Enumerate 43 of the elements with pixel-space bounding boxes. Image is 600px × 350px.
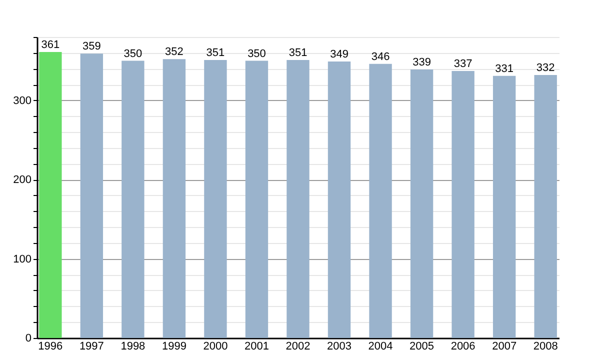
x-tick-label: 2007 <box>492 340 517 350</box>
y-tick-label: 0 <box>25 332 32 344</box>
x-tick-label: 2002 <box>286 340 310 350</box>
bar <box>286 60 310 338</box>
data-label: 359 <box>82 40 101 53</box>
x-tick-label: 1998 <box>120 340 146 350</box>
bar <box>452 71 474 338</box>
data-label: 361 <box>41 39 60 52</box>
data-label: 337 <box>454 58 472 70</box>
data-label: 350 <box>124 48 142 60</box>
data-label: 346 <box>371 50 390 63</box>
bar <box>492 76 516 338</box>
x-tick-label: 1997 <box>79 340 104 350</box>
data-label: 351 <box>288 46 308 59</box>
bar <box>204 60 227 338</box>
bar <box>162 59 186 338</box>
x-tick-label: 2000 <box>203 340 228 350</box>
bar <box>122 60 144 338</box>
bar <box>245 60 268 338</box>
data-label: 351 <box>206 46 225 59</box>
x-tick-label: 2005 <box>410 340 434 350</box>
x-tick-label: 2006 <box>450 340 476 350</box>
data-label: 350 <box>248 48 266 60</box>
y-tick-label: 100 <box>13 253 32 266</box>
data-label: 339 <box>412 56 431 68</box>
x-tick-label: 2004 <box>368 340 393 350</box>
x-tick-label: 2008 <box>533 340 558 350</box>
bar <box>534 75 557 338</box>
data-label: 349 <box>330 48 348 61</box>
x-tick-label: 2001 <box>244 340 269 350</box>
data-label: 352 <box>165 46 184 58</box>
bar <box>328 62 351 338</box>
y-tick-label: 200 <box>13 174 32 186</box>
data-label: 331 <box>495 62 514 75</box>
bar <box>369 64 392 338</box>
bar <box>80 54 104 338</box>
x-tick-label: 1999 <box>162 340 186 350</box>
bar <box>410 69 434 338</box>
data-label: 332 <box>536 62 555 74</box>
y-tick-label: 300 <box>13 94 32 107</box>
bar <box>39 52 62 338</box>
x-tick-label: 1996 <box>38 340 63 350</box>
x-tick-label: 2003 <box>327 340 352 350</box>
